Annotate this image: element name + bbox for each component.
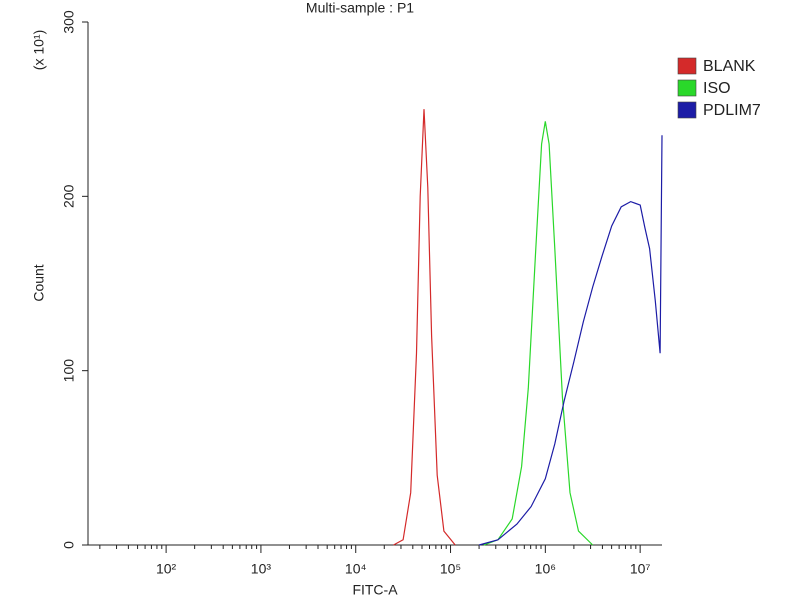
y-multiplier: (x 10¹): [31, 30, 47, 70]
x-tick-label: 10⁷: [630, 561, 651, 577]
x-tick-label: 10⁵: [440, 561, 461, 577]
y-axis-label: Count: [31, 264, 47, 301]
chart-title: Multi-sample : P1: [306, 0, 414, 16]
legend-label: PDLIM7: [703, 102, 761, 119]
y-tick-label: 100: [61, 359, 77, 383]
legend-label: ISO: [703, 80, 731, 97]
legend-swatch: [677, 101, 697, 119]
legend-label: BLANK: [703, 58, 756, 75]
y-tick-label: 0: [61, 541, 77, 549]
legend-swatch: [677, 79, 697, 97]
y-tick-label: 200: [61, 184, 77, 208]
x-tick-label: 10²: [156, 561, 177, 577]
series-line: [483, 121, 594, 546]
series-line: [393, 109, 456, 546]
x-tick-label: 10⁴: [345, 561, 367, 577]
y-tick-label: 300: [61, 10, 77, 34]
x-tick-label: 10³: [251, 561, 272, 577]
series-line: [478, 135, 663, 546]
legend-swatch: [677, 57, 697, 75]
x-tick-label: 10⁶: [535, 561, 556, 577]
x-axis-label: FITC-A: [352, 582, 398, 598]
